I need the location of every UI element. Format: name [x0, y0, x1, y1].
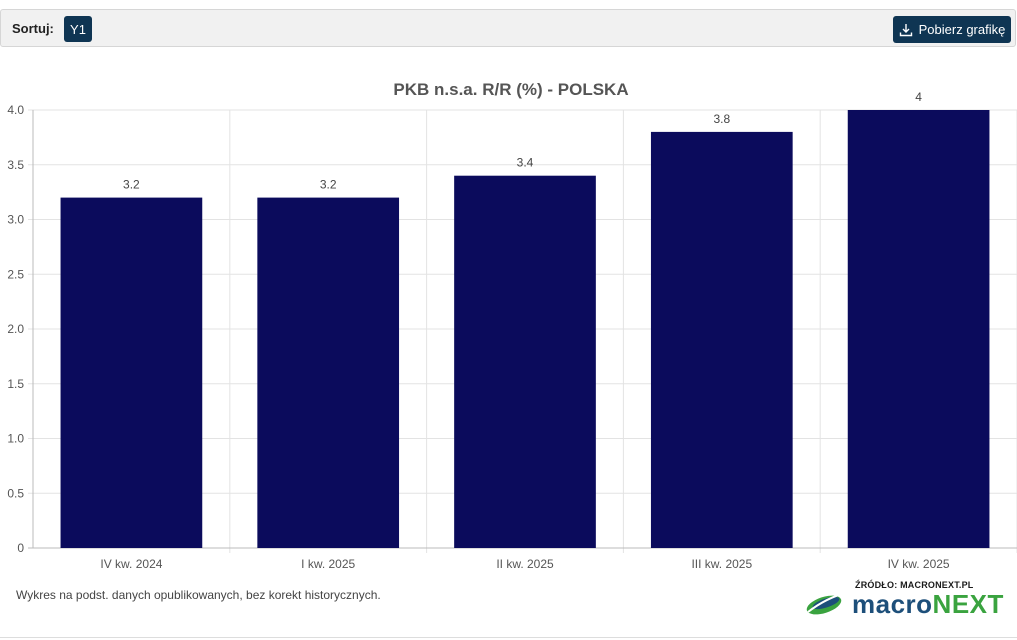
- chart-bars: 3.2 3.2 3.4 3.8 4: [60, 90, 990, 548]
- download-chart-button[interactable]: Pobierz grafikę: [893, 16, 1011, 43]
- chart-axes: 0 0.5 1.0 1.5 2.0 2.5 3.0 3.5 4.0 IV kw. 2024 I kw…: [7, 103, 1017, 571]
- logo-text-next: NEXT: [932, 589, 1004, 619]
- bar-value-label: 4: [915, 90, 922, 104]
- y-tick-label: 3.5: [7, 158, 24, 172]
- bar[interactable]: [60, 197, 203, 548]
- x-tick-label: I kw. 2025: [301, 557, 355, 571]
- toolbar: Sortuj: Y1 Pobierz grafikę: [0, 9, 1016, 47]
- sort-y1-button[interactable]: Y1: [64, 16, 92, 42]
- download-label: Pobierz grafikę: [918, 22, 1006, 37]
- x-tick-label: III kw. 2025: [691, 557, 752, 571]
- logo-text: macroNEXT: [852, 588, 1004, 620]
- chart: PKB n.s.a. R/R (%) - POLSKA 0 0.5 1.0 1.5 2.…: [7, 80, 1017, 571]
- y-tick-label: 4.0: [7, 103, 24, 117]
- source-label: ŹRÓDŁO: MACRONEXT.PL: [855, 580, 974, 590]
- bar-value-label: 3.2: [320, 178, 337, 192]
- bottom-divider: [0, 637, 1017, 638]
- y-tick-label: 3.0: [7, 213, 24, 227]
- x-tick-label: IV kw. 2025: [888, 557, 950, 571]
- bar-value-label: 3.4: [517, 156, 534, 170]
- x-tick-label: IV kw. 2024: [100, 557, 162, 571]
- y-tick-label: 2.5: [7, 267, 24, 281]
- y-tick-label: 2.0: [7, 322, 24, 336]
- y-tick-label: 0: [17, 541, 24, 555]
- bar[interactable]: [257, 197, 400, 548]
- bar[interactable]: [650, 131, 793, 548]
- y-tick-label: 1.5: [7, 377, 24, 391]
- x-tick-label: II kw. 2025: [496, 557, 554, 571]
- y-tick-label: 0.5: [7, 486, 24, 500]
- bar[interactable]: [847, 110, 990, 548]
- logo-text-macro: macro: [852, 589, 933, 619]
- footnote: Wykres na podst. danych opublikowanych, …: [16, 588, 381, 602]
- bar-value-label: 3.2: [123, 178, 140, 192]
- download-icon: [899, 23, 913, 37]
- y-tick-label: 1.0: [7, 432, 24, 446]
- logo-swoosh-icon: [806, 591, 849, 615]
- sort-label: Sortuj:: [12, 21, 54, 36]
- macronext-logo: macroNEXT: [804, 588, 1004, 620]
- bar[interactable]: [454, 175, 596, 548]
- chart-title: PKB n.s.a. R/R (%) - POLSKA: [393, 80, 628, 99]
- bar-value-label: 3.8: [713, 112, 730, 126]
